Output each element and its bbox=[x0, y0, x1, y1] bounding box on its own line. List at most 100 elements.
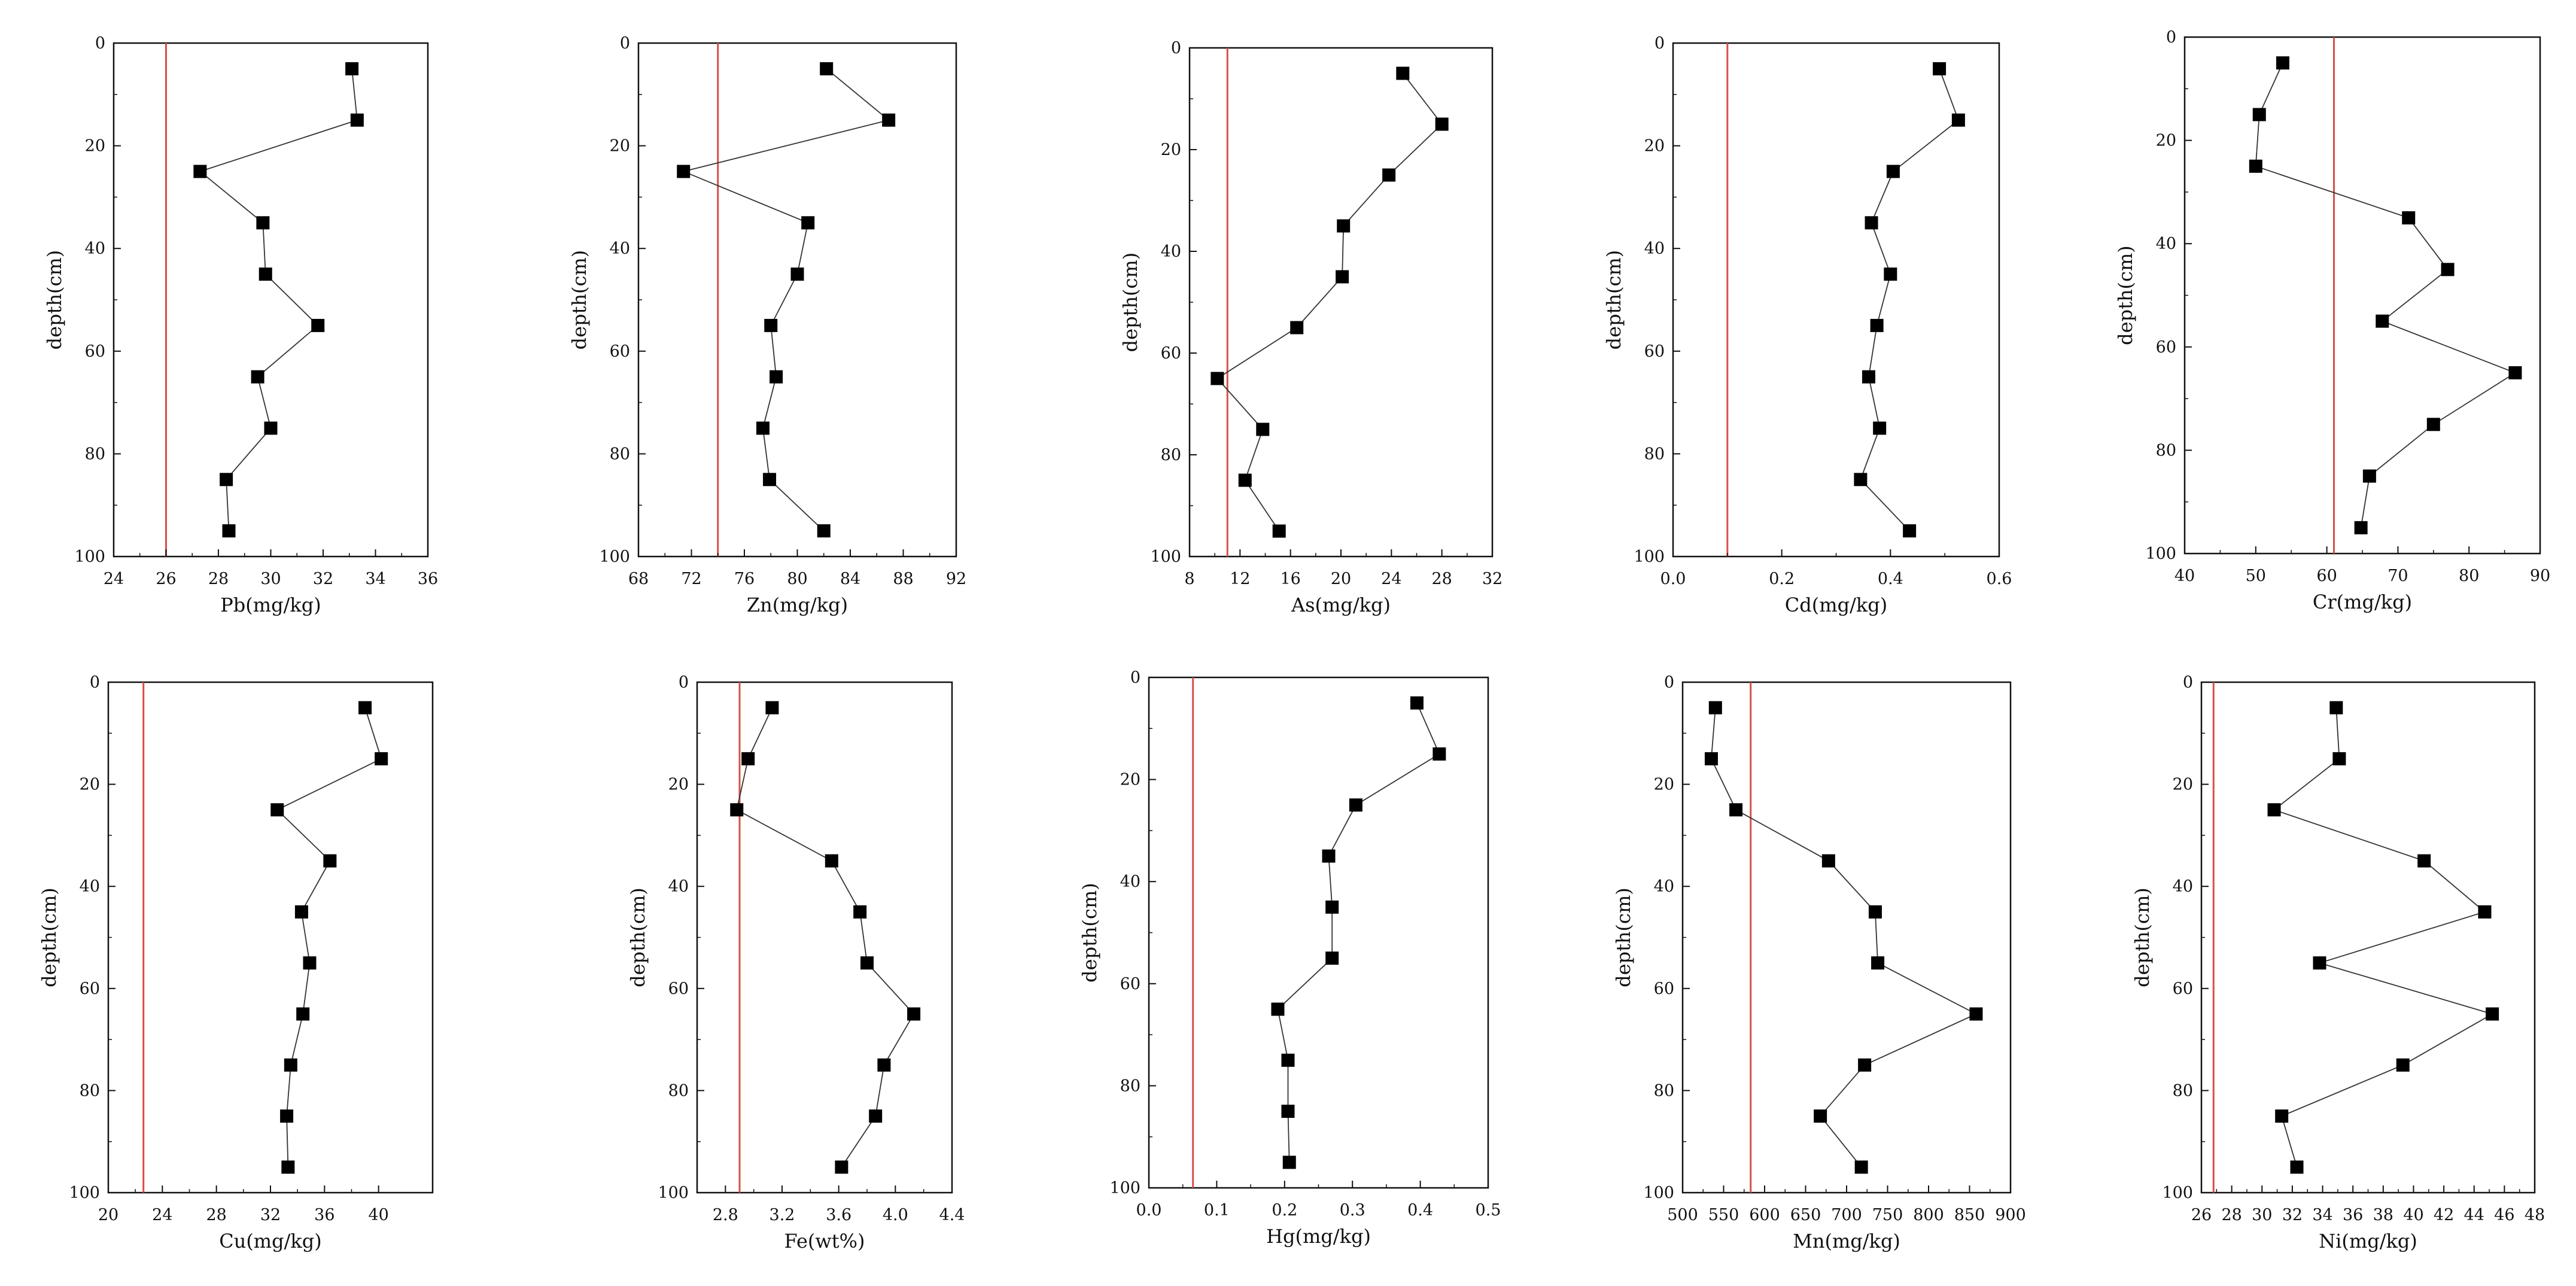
ni-x-tick-label: 32 bbox=[2282, 1206, 2303, 1224]
zn-x-tick-label: 84 bbox=[840, 570, 860, 588]
cr-y-tick-label: 100 bbox=[2145, 545, 2176, 563]
cu-x-tick-label: 40 bbox=[368, 1206, 388, 1224]
as-data-point bbox=[1211, 372, 1224, 385]
cr-x-axis-title: Cr(mg/kg) bbox=[2313, 591, 2412, 613]
cr-x-tick-label: 40 bbox=[2174, 567, 2195, 585]
hg-x-tick-label: 0.0 bbox=[1136, 1201, 1162, 1220]
pb-data-point bbox=[350, 113, 364, 127]
as-y-tick-label: 80 bbox=[1161, 446, 1181, 464]
zn-data-point bbox=[817, 524, 831, 538]
mn-data-point bbox=[1969, 1007, 1983, 1021]
mn-x-axis-title: Mn(mg/kg) bbox=[1793, 1230, 1900, 1252]
cr-data-point bbox=[2402, 211, 2416, 225]
ni-x-tick-label: 36 bbox=[2343, 1206, 2363, 1224]
cu-data-point bbox=[270, 803, 284, 817]
cr-x-tick-label: 50 bbox=[2246, 567, 2266, 585]
zn-x-tick-label: 92 bbox=[946, 570, 966, 588]
cr-data-point bbox=[2508, 366, 2522, 379]
ni-data-point bbox=[2313, 956, 2326, 970]
cd-data-point bbox=[1873, 421, 1887, 435]
zn-x-tick-label: 72 bbox=[681, 570, 701, 588]
cr-data-point bbox=[2276, 56, 2289, 70]
hg-y-tick-label: 100 bbox=[1109, 1179, 1141, 1197]
pb-y-tick-label: 60 bbox=[85, 342, 105, 361]
fe-data-point bbox=[907, 1007, 921, 1021]
panel-mn: 500 550 600 650 700 750 800 850 900 0 20 40 60 80 100 M… bbox=[1612, 673, 2026, 1252]
pb-x-tick-label: 36 bbox=[418, 570, 438, 588]
fe-x-tick-label: 4.0 bbox=[883, 1206, 908, 1224]
cd-y-tick-label: 40 bbox=[1644, 239, 1665, 258]
cr-x-tick-label: 90 bbox=[2530, 567, 2550, 585]
cu-y-tick-label: 0 bbox=[90, 673, 100, 692]
zn-y-tick-label: 80 bbox=[610, 445, 630, 463]
cd-x-axis-title: Cd(mg/kg) bbox=[1785, 594, 1887, 616]
cd-data-point bbox=[1862, 370, 1875, 384]
cd-y-tick-label: 0 bbox=[1655, 34, 1665, 53]
pb-y-tick-label: 100 bbox=[74, 548, 105, 566]
cd-data-point bbox=[1933, 62, 1947, 75]
hg-data-point bbox=[1325, 951, 1339, 965]
mn-x-tick-label: 750 bbox=[1872, 1206, 1903, 1224]
cr-y-tick-label: 0 bbox=[2166, 28, 2176, 47]
hg-y-tick-label: 0 bbox=[1130, 668, 1141, 687]
hg-x-tick-label: 0.3 bbox=[1340, 1201, 1365, 1220]
pb-y-axis-title: depth(cm) bbox=[43, 250, 66, 350]
mn-x-tick-label: 550 bbox=[1708, 1206, 1739, 1224]
hg-y-axis-title: depth(cm) bbox=[1078, 883, 1101, 983]
pb-x-tick-label: 28 bbox=[208, 570, 229, 588]
as-y-tick-label: 100 bbox=[1150, 548, 1181, 566]
ni-x-tick-label: 48 bbox=[2525, 1206, 2545, 1224]
hg-data-point bbox=[1410, 696, 1424, 710]
mn-data-point bbox=[1704, 752, 1718, 765]
ni-y-tick-label: 20 bbox=[2173, 776, 2193, 794]
panel-fe: 2.8 3.2 3.6 4.0 4.4 0 20 40 60 80 100 Fe(wt%) depth(… bbox=[626, 673, 965, 1252]
cr-y-tick-label: 80 bbox=[2156, 441, 2176, 460]
panel-hg: 0.0 0.1 0.2 0.3 0.4 0.5 0 20 40 60 80 100 Hg(mg/kg) d… bbox=[1078, 668, 1501, 1248]
fe-data-point bbox=[741, 752, 755, 765]
ni-data-point bbox=[2275, 1109, 2289, 1123]
ni-x-tick-label: 46 bbox=[2494, 1206, 2514, 1224]
fe-x-tick-label: 2.8 bbox=[713, 1206, 738, 1224]
mn-y-axis-title: depth(cm) bbox=[1612, 887, 1635, 987]
zn-y-tick-label: 60 bbox=[610, 342, 630, 361]
ni-x-tick-label: 42 bbox=[2434, 1206, 2454, 1224]
cd-y-tick-label: 100 bbox=[1634, 548, 1665, 566]
hg-series-line bbox=[1277, 703, 1440, 1163]
zn-data-point bbox=[770, 370, 783, 384]
cu-data-point bbox=[303, 956, 317, 970]
hg-data-point bbox=[1325, 900, 1339, 914]
hg-y-tick-label: 80 bbox=[1120, 1077, 1141, 1095]
zn-y-axis-title: depth(cm) bbox=[568, 250, 591, 350]
panel-ni: 26 28 30 32 34 36 38 40 42 44 46 48 0 20 40 60 80 100 Ni(m… bbox=[2131, 673, 2545, 1252]
cd-x-tick-label: 0.0 bbox=[1660, 570, 1686, 588]
fe-series-line bbox=[736, 707, 915, 1168]
cu-x-tick-label: 20 bbox=[98, 1206, 118, 1224]
cd-data-point bbox=[1886, 165, 1900, 178]
cr-x-tick-label: 60 bbox=[2316, 567, 2337, 585]
ni-x-tick-label: 28 bbox=[2221, 1206, 2242, 1224]
cu-data-point bbox=[284, 1058, 297, 1072]
as-data-point bbox=[1272, 524, 1286, 538]
hg-data-point bbox=[1322, 849, 1336, 863]
fe-data-point bbox=[765, 701, 779, 715]
cu-x-axis-title: Cu(mg/kg) bbox=[219, 1230, 322, 1252]
zn-data-point bbox=[790, 267, 804, 281]
zn-data-point bbox=[764, 318, 778, 332]
cd-x-tick-label: 0.4 bbox=[1878, 570, 1903, 588]
cd-plot-frame bbox=[1672, 42, 2000, 558]
pb-data-point bbox=[193, 165, 207, 178]
fe-plot-frame bbox=[696, 681, 953, 1194]
as-y-tick-label: 40 bbox=[1161, 242, 1181, 261]
ni-y-axis-title: depth(cm) bbox=[2131, 887, 2154, 987]
as-data-point bbox=[1336, 270, 1349, 284]
as-data-point bbox=[1290, 321, 1304, 335]
panel-zn: 68 72 76 80 84 88 92 0 20 40 60 80 100 Zn(mg/kg) depth… bbox=[568, 34, 966, 616]
pb-data-point bbox=[258, 267, 272, 281]
cu-data-point bbox=[358, 701, 372, 715]
ni-x-tick-label: 40 bbox=[2403, 1206, 2423, 1224]
mn-x-tick-label: 500 bbox=[1667, 1206, 1698, 1224]
cu-data-point bbox=[375, 752, 388, 765]
as-series-line bbox=[1216, 72, 1443, 532]
ni-x-tick-label: 44 bbox=[2464, 1206, 2484, 1224]
cd-y-tick-label: 80 bbox=[1644, 445, 1665, 463]
